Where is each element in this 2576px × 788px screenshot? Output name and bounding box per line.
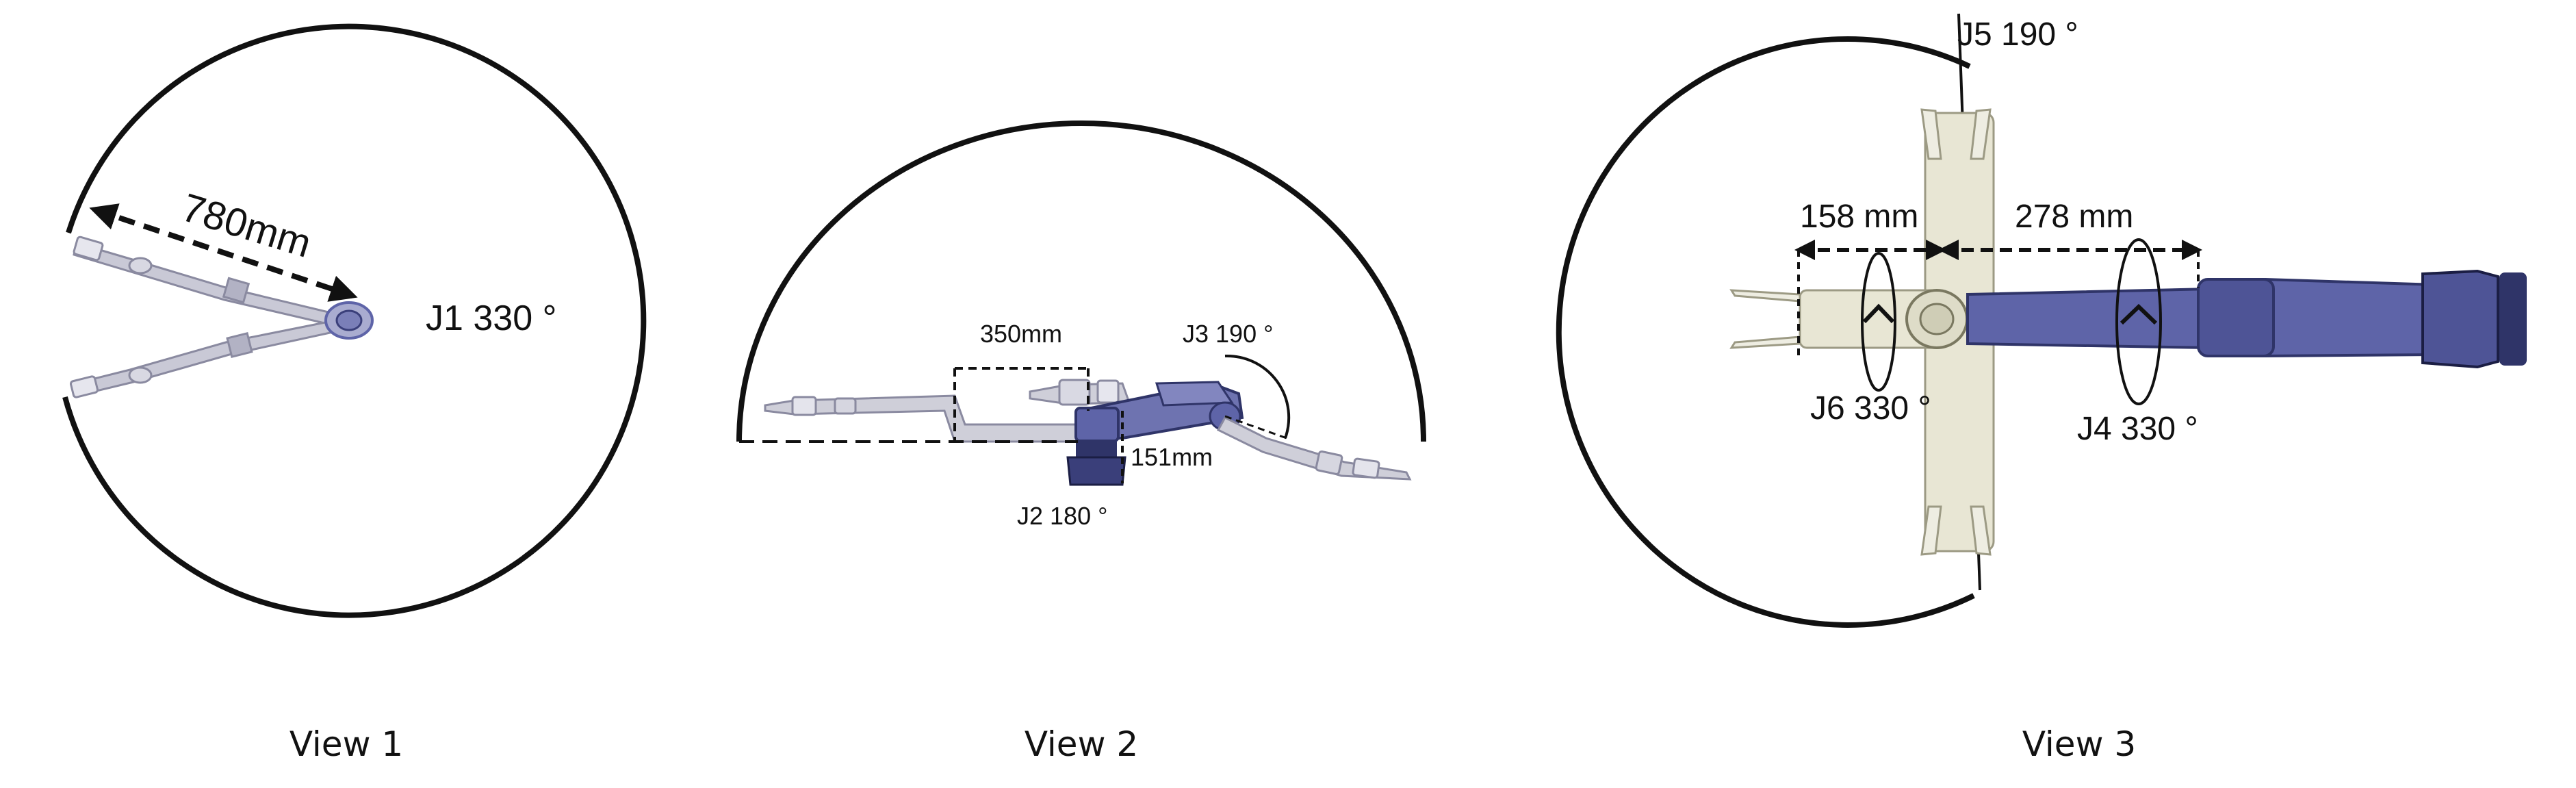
reach-dimension-line	[89, 203, 358, 302]
view1-base-joint	[324, 301, 374, 340]
j6-joint-label: J6 330 °	[1810, 390, 1931, 427]
j2-joint-label: J2 180 °	[1017, 502, 1108, 530]
view2-left-arm	[764, 394, 1090, 443]
j1-joint-label: J1 330 °	[426, 298, 556, 338]
view2-upper-link	[1029, 379, 1131, 406]
right-length-label: 278 mm	[2015, 199, 2133, 235]
offset-dimension	[953, 367, 1090, 442]
j4-joint-label: J4 330 °	[2077, 411, 2198, 447]
j6-rotation-indicator	[1861, 252, 1896, 392]
j1-range-arc	[62, 23, 647, 618]
view-3-panel: J5 190 ° 158 mm 278 mm J6 330 ° J4 330 °	[1556, 13, 2527, 628]
view2-base	[1066, 442, 1126, 486]
view-2-caption: View 2	[1025, 724, 1138, 764]
view3-forearm	[1966, 269, 2527, 369]
j3-joint-label: J3 190 °	[1183, 320, 1274, 348]
view-1-caption: View 1	[289, 724, 403, 764]
view1-lower-arm	[69, 317, 350, 398]
view3-wrist-joint	[1905, 289, 1968, 349]
workspace-half-arc	[736, 120, 1426, 442]
height-label: 151mm	[1131, 443, 1213, 471]
j5-range-arc	[1556, 36, 1975, 628]
j4-rotation-indicator	[2115, 238, 2162, 405]
j5-joint-label: J5 190 °	[1957, 16, 2078, 53]
offset-label: 350mm	[980, 320, 1062, 348]
view2-right-arm	[1216, 416, 1412, 481]
left-length-label: 158 mm	[1800, 199, 1918, 235]
view-3-caption: View 3	[2022, 724, 2136, 764]
j3-angle-indicator	[1224, 354, 1291, 440]
view3-wrist-link	[1729, 289, 1945, 349]
view-1-panel: 780mm J1 330 °	[62, 23, 647, 618]
view-2-panel: 350mm 151mm J3 190 ° J2 180 °	[736, 120, 1426, 530]
reach-label: 780mm	[177, 185, 316, 266]
